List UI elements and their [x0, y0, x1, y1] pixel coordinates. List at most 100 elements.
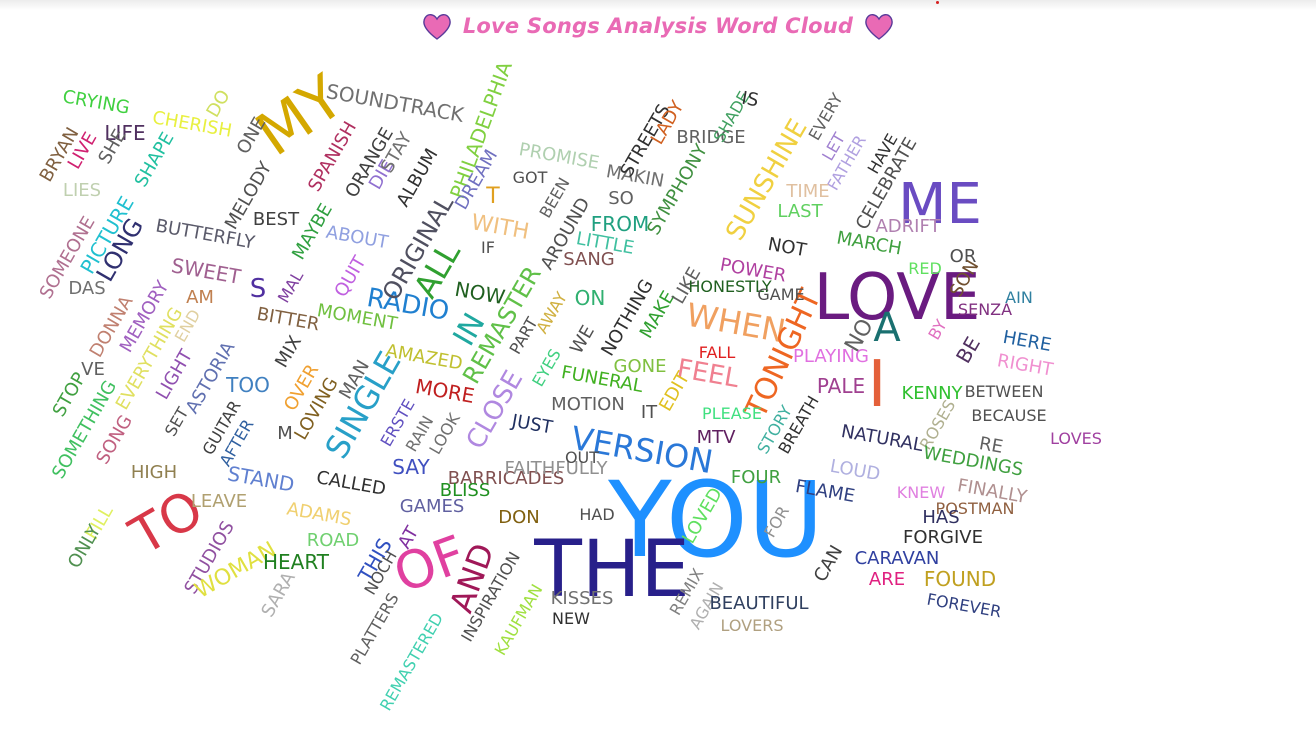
word-be: BE — [951, 332, 985, 368]
word-stand: STAND — [225, 461, 297, 497]
word-caravan: CARAVAN — [854, 548, 940, 569]
word-found: FOUND — [923, 567, 997, 591]
word-called: CALLED — [314, 467, 388, 500]
word-mal: MAL — [273, 267, 308, 307]
word-we: WE — [566, 321, 599, 358]
word-game: GAME — [757, 285, 805, 304]
word-lovers: LOVERS — [720, 616, 784, 635]
word-about: ABOUT — [324, 221, 390, 254]
word-bliss: BLISS — [439, 480, 491, 501]
word-it: IT — [640, 402, 658, 423]
word-ve: VE — [81, 359, 105, 380]
word-last: LAST — [777, 201, 823, 222]
word-heart: HEART — [262, 550, 330, 574]
word-red: RED — [908, 259, 942, 278]
word-from: FROM — [590, 212, 650, 236]
word-pale: PALE — [816, 374, 866, 398]
word-natural: NATURAL — [839, 420, 925, 457]
word-kenny: KENNY — [901, 383, 963, 404]
word-sang: SANG — [563, 249, 615, 270]
word-t: T — [486, 184, 500, 209]
word-has: HAS — [922, 507, 960, 528]
word-a: A — [873, 305, 901, 351]
heart-icon-left — [423, 14, 451, 40]
word-so: SO — [608, 188, 634, 209]
word-time: TIME — [786, 181, 830, 202]
word-beautiful: BEAUTIFUL — [709, 593, 809, 614]
word-knew: KNEW — [896, 483, 946, 502]
chart-title: Love Songs Analysis Word Cloud — [0, 8, 1316, 44]
word-senza: SENZA — [957, 300, 1013, 319]
word-four: FOUR — [730, 467, 782, 488]
title-text: Love Songs Analysis Word Cloud — [462, 14, 854, 38]
word-on: ON — [574, 286, 606, 310]
word-am: AM — [186, 287, 214, 308]
word-life: LIFE — [104, 121, 146, 145]
word-bridge: BRIDGE — [676, 127, 746, 148]
word-motion: MOTION — [551, 394, 625, 415]
word-loves: LOVES — [1050, 429, 1102, 448]
word-games: GAMES — [399, 496, 465, 517]
heart-icon-right — [865, 14, 893, 40]
word-between: BETWEEN — [964, 382, 1044, 401]
word-mtv: MTV — [696, 427, 736, 448]
word-eyes: EYES — [528, 345, 565, 390]
word-quit: QUIT — [330, 252, 371, 301]
word-road: ROAD — [306, 530, 360, 551]
word-only: ONLY — [63, 521, 106, 573]
word-honestly: HONESTLY — [688, 277, 772, 296]
word-platters: PLATTERS — [346, 589, 403, 668]
word-gone: GONE — [613, 356, 667, 377]
word-with: WITH — [469, 210, 531, 245]
word-love: LOVE — [813, 261, 981, 335]
word-remastered: REMASTERED — [375, 609, 448, 714]
word-please: PLEASE — [702, 404, 762, 423]
word-s: S — [249, 274, 267, 304]
word-adrift: ADRIFT — [875, 216, 941, 237]
word-forever: FOREVER — [925, 589, 1003, 622]
indicator-dot — [936, 1, 939, 4]
word-because: BECAUSE — [971, 406, 1047, 425]
word-high: HIGH — [130, 462, 178, 483]
word-adams: ADAMS — [285, 498, 353, 531]
word-too: TOO — [226, 373, 270, 397]
word-had: HAD — [579, 505, 615, 524]
word-or: OR — [949, 246, 977, 267]
word-not: NOT — [766, 233, 808, 262]
word-mix: MIX — [271, 332, 306, 372]
word-got: GOT — [512, 168, 548, 187]
word-don: DON — [498, 507, 540, 528]
word-fall: FALL — [698, 343, 736, 362]
word-playing: PLAYING — [793, 346, 869, 367]
word-crying: CRYING — [60, 86, 132, 119]
word-now: NOW — [453, 276, 507, 310]
word-sweet: SWEET — [169, 253, 243, 289]
word-out: OUT — [564, 448, 600, 467]
word-if: IF — [481, 238, 495, 257]
word-do: DO — [202, 86, 235, 122]
word-new: NEW — [552, 609, 590, 628]
word-are: ARE — [868, 569, 906, 590]
word-leave: LEAVE — [190, 491, 248, 512]
word-you: YOU — [608, 459, 824, 581]
word-me: ME — [898, 172, 982, 237]
word-kisses: KISSES — [550, 588, 614, 609]
word-the: THE — [534, 525, 690, 615]
word-is: IS — [740, 87, 761, 112]
word-faithfully: FAITHFULLY — [504, 458, 608, 479]
word-m: M — [277, 423, 293, 444]
word-look: LOOK — [425, 409, 464, 458]
word-forgive: FORGIVE — [903, 527, 983, 548]
word-right: RIGHT — [995, 350, 1055, 381]
word-postman: POSTMAN — [935, 499, 1015, 518]
word-i: I — [867, 348, 887, 422]
word-das: DAS — [68, 278, 106, 299]
word-sara: SARA — [257, 568, 300, 621]
word-barricades: BARRICADES — [447, 468, 565, 489]
word-bitter: BITTER — [255, 303, 322, 336]
word-just: JUST — [510, 410, 555, 439]
word-lies: LIES — [62, 180, 102, 201]
word-loud: LOUD — [828, 455, 882, 486]
word-away: AWAY — [532, 288, 571, 337]
